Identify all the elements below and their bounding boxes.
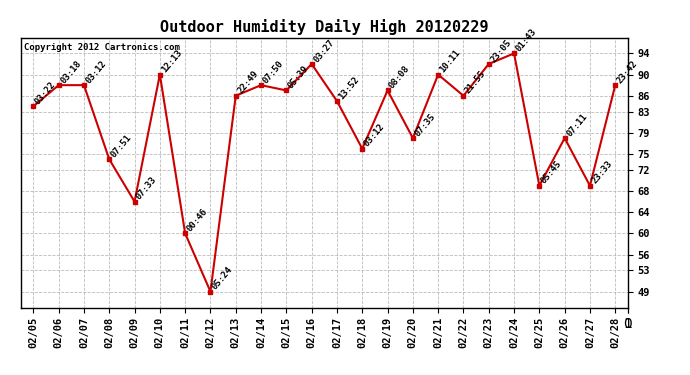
Text: 03:18: 03:18 bbox=[59, 59, 83, 85]
Text: 03:12: 03:12 bbox=[362, 122, 386, 148]
Text: Copyright 2012 Cartronics.com: Copyright 2012 Cartronics.com bbox=[23, 43, 179, 52]
Text: 23:05: 23:05 bbox=[489, 38, 513, 64]
Text: 10:11: 10:11 bbox=[438, 48, 462, 75]
Text: 03:12: 03:12 bbox=[84, 59, 108, 85]
Text: 12:13: 12:13 bbox=[160, 48, 184, 75]
Text: 13:52: 13:52 bbox=[337, 75, 361, 101]
Text: 07:50: 07:50 bbox=[261, 59, 285, 85]
Text: 03:27: 03:27 bbox=[312, 38, 336, 64]
Text: 23:42: 23:42 bbox=[615, 59, 640, 85]
Text: 05:39: 05:39 bbox=[286, 64, 310, 90]
Text: 07:51: 07:51 bbox=[109, 133, 133, 159]
Text: 07:35: 07:35 bbox=[413, 112, 437, 138]
Text: 01:43: 01:43 bbox=[514, 27, 538, 53]
Text: 05:45: 05:45 bbox=[540, 159, 564, 186]
Text: 00:46: 00:46 bbox=[185, 207, 209, 233]
Text: 23:33: 23:33 bbox=[590, 159, 614, 186]
Text: 08:08: 08:08 bbox=[388, 64, 412, 90]
Text: 03:22: 03:22 bbox=[33, 80, 57, 106]
Text: 05:24: 05:24 bbox=[210, 265, 235, 292]
Text: 22:49: 22:49 bbox=[236, 69, 260, 96]
Text: 07:33: 07:33 bbox=[135, 175, 159, 202]
Text: 21:55: 21:55 bbox=[464, 69, 488, 96]
Text: 07:11: 07:11 bbox=[564, 112, 589, 138]
Title: Outdoor Humidity Daily High 20120229: Outdoor Humidity Daily High 20120229 bbox=[160, 19, 489, 35]
